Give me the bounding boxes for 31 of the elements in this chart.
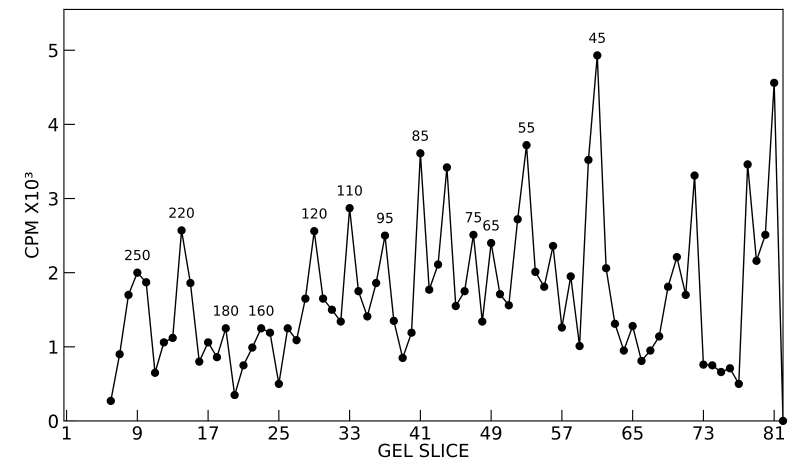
annotation: 95 <box>377 212 393 224</box>
annotation: 250 <box>125 250 150 260</box>
annotation: 180 <box>214 305 238 316</box>
y-tick-label: 2 <box>48 266 58 280</box>
x-tick-label: 17 <box>198 426 218 440</box>
x-axis-title: GEL SLICE <box>378 444 468 458</box>
y-tick-label: 1 <box>50 340 58 354</box>
x-tick-label: 41 <box>410 426 430 440</box>
y-tick-label: 5 <box>48 44 58 58</box>
annotation: 75 <box>466 212 482 222</box>
x-tick-label: 73 <box>693 426 714 440</box>
y-tick-label: 4 <box>48 118 58 132</box>
annotation: 160 <box>249 305 274 316</box>
x-tick-label: 33 <box>340 426 360 440</box>
x-tick-label: 57 <box>552 426 572 440</box>
annotation: 110 <box>338 185 362 196</box>
y-axis-title: CPM X10³ <box>24 172 39 258</box>
y-tick-label: 0 <box>48 414 58 428</box>
annotation: 85 <box>412 130 428 141</box>
x-tick-label: 81 <box>764 426 784 440</box>
annotation: 65 <box>483 220 499 231</box>
annotation: 55 <box>518 122 534 133</box>
annotation: 220 <box>169 207 194 218</box>
x-tick-label: 1 <box>62 426 71 440</box>
x-tick-label: 25 <box>268 426 289 440</box>
x-tick-label: 65 <box>622 426 643 440</box>
x-tick-label: 49 <box>480 426 502 440</box>
annotation: 45 <box>589 32 605 44</box>
x-tick-label: 9 <box>132 426 142 440</box>
annotation: 120 <box>302 208 327 219</box>
y-tick-label: 3 <box>48 192 58 206</box>
